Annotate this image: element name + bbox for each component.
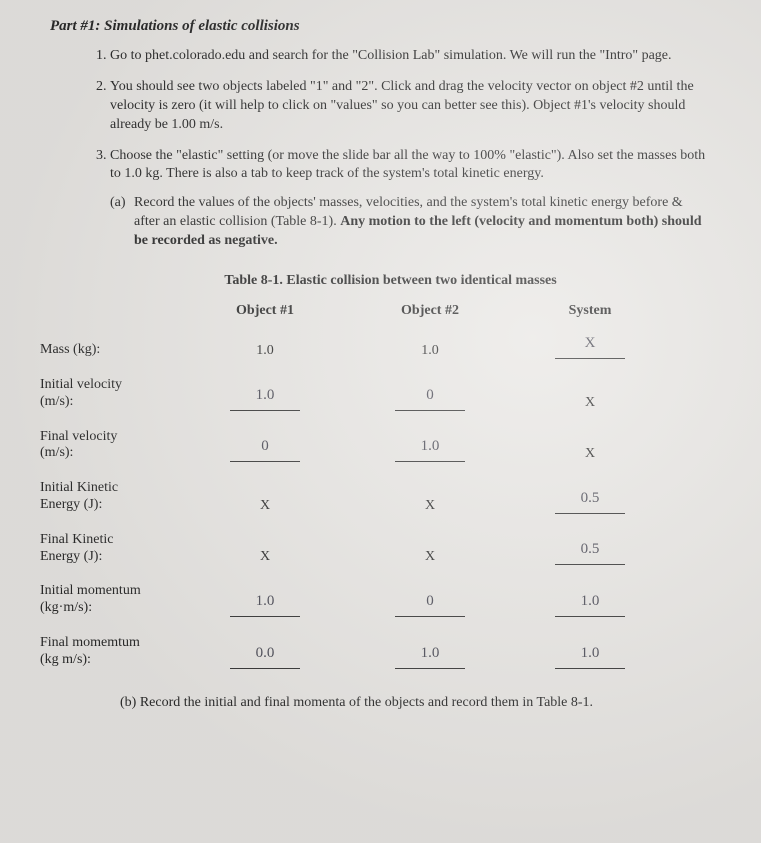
ip-o1: 1.0 — [190, 595, 340, 617]
fv-o1: 0 — [190, 440, 340, 462]
ike-sys: 0.5 — [520, 492, 660, 514]
instruction-list: Go to phet.colorado.edu and search for t… — [50, 47, 731, 251]
step-1: Go to phet.colorado.edu and search for t… — [110, 47, 731, 66]
iv-o2: 0 — [340, 389, 520, 411]
col-header-object1: Object #1 — [190, 303, 340, 319]
fv-o2: 1.0 — [340, 440, 520, 462]
row-fp-label: Final momemtum(kg m/s): — [40, 635, 190, 669]
row-iv-label: Initial velocity(m/s): — [40, 377, 190, 411]
fke-o2: X — [340, 549, 520, 565]
ike-o2: X — [340, 498, 520, 514]
fp-o2: 1.0 — [340, 647, 520, 669]
mass-sys: X — [520, 337, 660, 359]
ip-o2: 0 — [340, 595, 520, 617]
fp-o1: 0.0 — [190, 647, 340, 669]
col-header-object2: Object #2 — [340, 303, 520, 319]
iv-sys: X — [520, 395, 660, 411]
mass-o2: 1.0 — [340, 343, 520, 359]
row-fv-label: Final velocity(m/s): — [40, 429, 190, 463]
row-ike-label: Initial KineticEnergy (J): — [40, 480, 190, 514]
part-b: (b) Record the initial and final momenta… — [50, 695, 731, 711]
ip-sys: 1.0 — [520, 595, 660, 617]
data-table: Object #1 Object #2 System Mass (kg): 1.… — [40, 303, 731, 669]
step-3: Choose the "elastic" setting (or move th… — [110, 147, 731, 251]
step-3a: Record the values of the objects' masses… — [110, 194, 711, 251]
row-ip-label: Initial momentum(kg·m/s): — [40, 583, 190, 617]
col-header-system: System — [520, 303, 660, 319]
iv-o1: 1.0 — [190, 389, 340, 411]
fke-o1: X — [190, 549, 340, 565]
fp-sys: 1.0 — [520, 647, 660, 669]
step-2: You should see two objects labeled "1" a… — [110, 78, 731, 135]
table-title: Table 8-1. Elastic collision between two… — [50, 273, 731, 289]
fke-sys: 0.5 — [520, 543, 660, 565]
part-title: Part #1: Simulations of elastic collisio… — [50, 18, 731, 35]
mass-o1: 1.0 — [190, 343, 340, 359]
step-3-text: Choose the "elastic" setting (or move th… — [110, 148, 705, 182]
ike-o1: X — [190, 498, 340, 514]
row-fke-label: Final KineticEnergy (J): — [40, 532, 190, 566]
fv-sys: X — [520, 446, 660, 462]
row-mass-label: Mass (kg): — [40, 342, 190, 359]
